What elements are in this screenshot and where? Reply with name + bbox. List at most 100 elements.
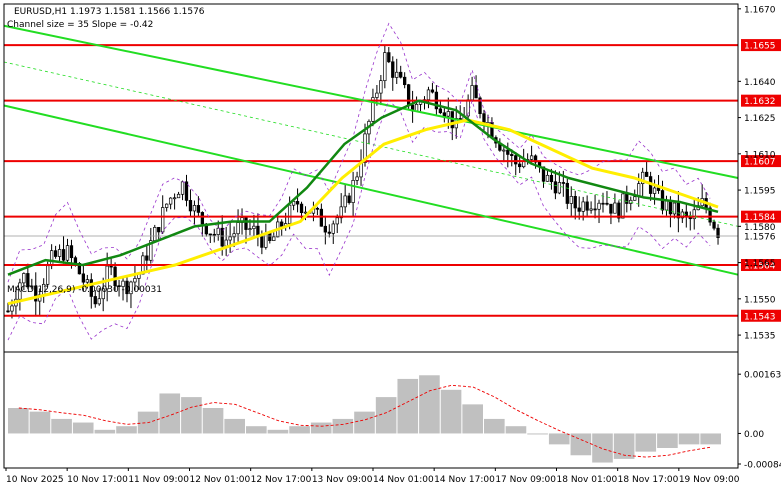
candle-body (379, 80, 383, 94)
macd-histogram-bar (613, 433, 635, 459)
candle-body (57, 249, 62, 257)
candle-body (514, 155, 518, 165)
candle-body (113, 266, 117, 286)
candle-body (633, 196, 637, 201)
candle-body (355, 176, 359, 181)
macd-histogram-bar (484, 418, 505, 434)
candle-body (196, 205, 201, 213)
candle-body (414, 103, 419, 112)
candle-body (232, 233, 236, 238)
candle-body (85, 279, 89, 283)
candle-body (545, 174, 550, 182)
time-tick-label: 12 Nov 17:00 (251, 475, 312, 485)
macd-histogram-bar (548, 433, 570, 445)
candle-body (557, 182, 562, 194)
candle-body (18, 282, 22, 300)
candle-body (613, 202, 617, 214)
candle-body (518, 163, 522, 168)
candle-body (406, 84, 411, 106)
price-tick-label: 1.1595 (744, 187, 776, 197)
candle-body (561, 182, 565, 184)
candle-body (319, 208, 324, 227)
macd-histogram-bar (570, 433, 592, 456)
macd-histogram-bar (375, 397, 397, 434)
level-tag-1-1655 (741, 39, 781, 52)
candle-body (391, 61, 395, 78)
macd-pane-frame (3, 351, 739, 469)
candle-body (303, 211, 308, 214)
candle-body (49, 250, 54, 267)
candle-body (176, 193, 181, 199)
candle-body (184, 181, 189, 201)
price-tick-label: 1.1535 (744, 332, 776, 342)
candle-body (371, 97, 375, 122)
candle-body (287, 204, 292, 224)
current-price-label: 1.1576 (744, 233, 776, 243)
price-tick-label: 1.1625 (744, 114, 776, 124)
candle-body (236, 222, 240, 235)
candle-body (105, 265, 109, 290)
candle-body (248, 228, 252, 230)
macd-histogram-bar (29, 411, 51, 434)
time-tick-label: 10 Nov 17:00 (67, 475, 128, 485)
candle-body (268, 232, 272, 241)
candle-body (172, 197, 177, 200)
candle-body (101, 288, 105, 300)
candle-body (470, 85, 474, 101)
candle-body (216, 227, 220, 235)
macd-histogram-bar (267, 429, 289, 434)
candle-body (26, 273, 30, 288)
candle-body (30, 285, 34, 288)
level-tag-1-1632 (741, 94, 781, 107)
candle-body (403, 76, 407, 86)
candle-body (149, 240, 153, 261)
macd-tick-label: -0.00084 (744, 461, 781, 471)
candle-body (46, 265, 50, 285)
candle-body (220, 227, 224, 247)
candle-body (442, 112, 446, 117)
macd-histogram-bar (657, 433, 678, 448)
candle-body (347, 195, 351, 203)
candle-body (157, 227, 161, 233)
candle-body (716, 227, 720, 238)
price-tick-label: 1.1610 (744, 150, 776, 160)
candle-body (478, 97, 482, 114)
candle-body (426, 89, 431, 101)
candle-body (589, 208, 593, 211)
candle-body (395, 71, 399, 78)
candle-body (299, 203, 304, 214)
candle-body (73, 257, 78, 264)
candle-body (502, 149, 506, 152)
candle-body (609, 203, 613, 214)
level-label-1-1543: 1.1543 (744, 312, 776, 322)
candle-body (430, 89, 435, 93)
level-tag-1-1584 (741, 210, 781, 223)
candle-body (165, 203, 169, 208)
candle-body (339, 206, 343, 219)
macd-signal-line (18, 384, 712, 458)
candle-body (585, 201, 589, 211)
time-tick-label: 14 Nov 01:00 (373, 475, 434, 485)
macd-histogram-bar (592, 433, 613, 463)
candle-body (684, 211, 688, 217)
candle-body (331, 223, 335, 234)
macd-histogram-bar (246, 426, 267, 434)
candle-body (581, 201, 585, 212)
candle-body (533, 155, 538, 163)
candle-body (351, 180, 355, 203)
candle-body (569, 196, 573, 204)
macd-histogram-bar (72, 422, 94, 434)
candle-body (97, 298, 101, 305)
candle-body (327, 231, 331, 234)
macd-histogram-bar (94, 429, 116, 434)
level-tag-1-1607 (741, 155, 781, 168)
candle-body (81, 273, 86, 283)
candles-layer (6, 44, 720, 319)
macd-histogram-bar (354, 411, 375, 434)
candle-body (228, 236, 232, 241)
macd-histogram-bar (332, 418, 354, 434)
candle-body (529, 155, 534, 160)
candle-body (363, 133, 367, 163)
candle-body (549, 174, 554, 183)
